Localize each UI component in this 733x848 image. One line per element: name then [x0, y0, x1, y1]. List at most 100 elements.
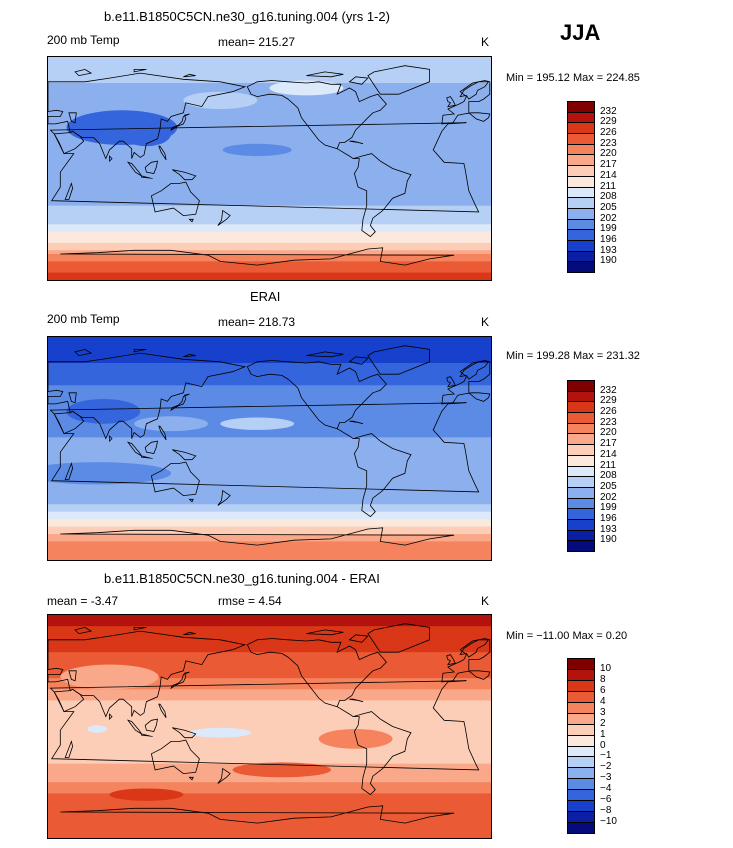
coastline — [133, 627, 147, 631]
colorbar-label: 193 — [600, 523, 617, 535]
colorbar-label: 199 — [600, 502, 617, 514]
coastline — [64, 740, 74, 758]
coastline — [48, 352, 247, 440]
coastline — [188, 218, 194, 223]
coastline — [367, 623, 430, 653]
coastline — [336, 706, 412, 796]
zonal-band — [48, 797, 491, 802]
colorbar-label: 202 — [600, 491, 617, 503]
field-anomaly — [66, 398, 141, 424]
coastline — [183, 353, 196, 358]
colorbar-label: 196 — [600, 512, 617, 524]
panel-obs-variable: 200 mb Temp — [47, 312, 120, 326]
colorbar-label: 1 — [600, 728, 606, 740]
zonal-band — [48, 351, 491, 357]
zonal-band — [48, 340, 491, 346]
coastline — [49, 680, 480, 771]
zonal-band — [48, 504, 491, 509]
zonal-band — [48, 57, 491, 62]
coastline — [158, 425, 167, 441]
coastline — [441, 360, 491, 405]
colorbar-label: 0 — [600, 739, 606, 751]
zonal-band — [48, 522, 491, 528]
zonal-band — [48, 733, 491, 739]
zonal-band — [48, 348, 491, 353]
coastline — [446, 376, 456, 388]
zonal-band — [48, 175, 491, 181]
zonal-band — [48, 815, 491, 821]
coastline — [150, 739, 200, 775]
zonal-band — [48, 220, 491, 225]
zonal-band — [48, 826, 491, 832]
coastline — [68, 392, 77, 404]
coastline — [306, 351, 344, 358]
colorbar-label: 232 — [600, 105, 617, 117]
zonal-band — [48, 75, 491, 80]
coastline — [172, 727, 197, 739]
zonal-band — [48, 789, 491, 794]
zonal-band — [48, 481, 491, 487]
coastline — [246, 360, 387, 430]
zonal-band — [48, 400, 491, 405]
coastline — [64, 182, 74, 200]
panel-obs-colorbar: 232 229 226 223 220 217 214 211 208 205 202 199 196 1… — [567, 380, 617, 552]
field-anomaly — [109, 185, 208, 201]
zonal-band — [48, 161, 491, 166]
colorbar-label: 208 — [600, 191, 617, 203]
zonal-band — [48, 179, 491, 184]
zonal-band — [48, 213, 491, 218]
zonal-band — [48, 693, 491, 698]
zonal-band — [48, 60, 491, 66]
colorbar-label: 4 — [600, 695, 606, 707]
colorbar-label: −2 — [600, 761, 612, 773]
colorbar-label: −8 — [600, 805, 612, 817]
colorbar-label: 211 — [600, 459, 616, 471]
zonal-band — [48, 689, 491, 694]
zonal-band — [48, 811, 491, 817]
coastline — [459, 81, 490, 100]
coastline — [459, 361, 490, 380]
zonal-band — [48, 407, 491, 412]
coastline — [150, 461, 200, 497]
colorbar-label: 3 — [600, 706, 606, 718]
coastline — [246, 80, 387, 150]
zonal-band — [48, 804, 491, 809]
field-anomaly — [121, 121, 172, 147]
zonal-band — [48, 183, 491, 188]
zonal-band — [48, 396, 491, 401]
zonal-band — [48, 726, 491, 731]
zonal-band — [48, 411, 491, 416]
zonal-band — [48, 737, 491, 742]
colorbar-label: −1 — [600, 750, 612, 762]
zonal-band — [48, 359, 491, 364]
coastline — [183, 73, 196, 78]
zonal-band — [48, 370, 491, 375]
zonal-band — [48, 433, 491, 438]
coastline — [133, 349, 147, 353]
zonal-band — [48, 153, 491, 158]
panel-model-units: K — [481, 35, 490, 49]
zonal-band — [48, 496, 491, 502]
coastline — [306, 71, 344, 78]
zonal-band — [48, 652, 491, 657]
coastline — [126, 161, 142, 177]
zonal-band — [48, 355, 491, 360]
coastline — [348, 634, 369, 643]
coastline — [367, 345, 430, 375]
coastline — [170, 393, 190, 412]
coastline — [306, 629, 344, 636]
coastline — [446, 654, 456, 666]
zonal-band — [48, 194, 491, 199]
zonal-band — [48, 633, 491, 638]
coastline — [217, 767, 231, 784]
colorbar-label: 193 — [600, 244, 617, 256]
zonal-band — [48, 209, 491, 214]
colorbar-swatch — [567, 261, 595, 273]
zonal-band — [48, 615, 491, 620]
zonal-band — [48, 444, 491, 450]
colorbar-label: 232 — [600, 384, 617, 396]
zonal-band — [48, 830, 491, 835]
zonal-band — [48, 168, 491, 173]
coastline — [188, 498, 194, 503]
colorbar-label: 199 — [600, 223, 617, 235]
